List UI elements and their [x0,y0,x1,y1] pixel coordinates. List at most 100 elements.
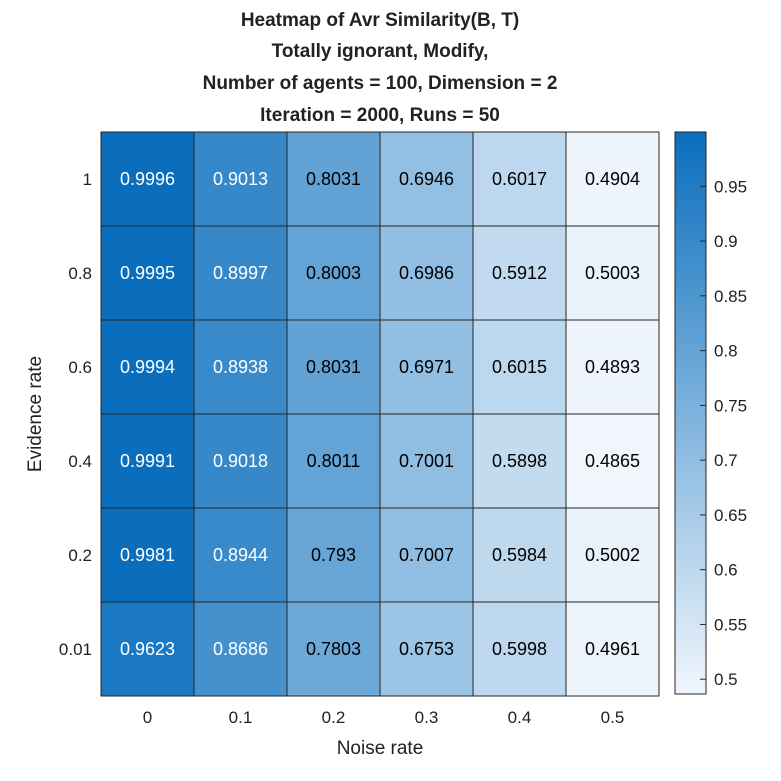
heatmap-cell [565,225,660,321]
heatmap-cell [286,413,381,509]
cell-value-label: 0.7803 [306,639,361,659]
heatmap-cell [379,131,474,227]
y-tick-label: 0.8 [68,264,92,283]
cell-value-label: 0.9996 [120,169,175,189]
heatmap-cell [286,131,381,227]
chart-title: Heatmap of Avr Similarity(B, T) Totally … [203,10,558,126]
colorbar-tick-label: 0.55 [714,615,747,634]
heatmap-cell [565,131,660,227]
x-tick-label: 0 [143,708,152,727]
heatmap-cell [100,601,195,697]
cell-value-label: 0.793 [311,545,356,565]
heatmap-cell [193,319,288,415]
colorbar: 0.5 0.55 0.6 0.65 0.7 0.75 0.8 0.85 0.9 0.95 [674,131,747,695]
cell-value-label: 0.6753 [399,639,454,659]
cell-value-label: 0.8003 [306,263,361,283]
heatmap-cell [100,507,195,603]
heatmap-cell [379,413,474,509]
colorbar-tick-label: 0.5 [714,670,738,689]
colorbar-tick-label: 0.9 [714,232,738,251]
colorbar-tick-label: 0.8 [714,342,738,361]
y-tick-label: 0.4 [68,452,92,471]
x-axis-ticks: 0 0.1 0.2 0.3 0.4 0.5 [143,708,625,727]
heatmap-cell [100,413,195,509]
title-line-3: Number of agents = 100, Dimension = 2 [203,73,558,94]
y-axis-label: Evidence rate [25,356,46,472]
x-tick-label: 0.4 [508,708,532,727]
heatmap-cell [472,131,567,227]
colorbar-tick-label: 0.95 [714,177,747,196]
y-tick-label: 0.6 [68,358,92,377]
heatmap-cell [286,507,381,603]
heatmap-cell [193,131,288,227]
y-axis-ticks: 1 0.8 0.6 0.4 0.2 0.01 [59,170,92,659]
cell-value-label: 0.4893 [585,357,640,377]
cell-value-label: 0.5002 [585,545,640,565]
x-tick-label: 0.2 [322,708,346,727]
x-tick-label: 0.1 [229,708,253,727]
cell-value-label: 0.8686 [213,639,268,659]
cell-value-label: 0.8938 [213,357,268,377]
heatmap-cell [379,225,474,321]
y-tick-label: 0.01 [59,640,92,659]
x-tick-label: 0.5 [601,708,625,727]
cell-value-label: 0.7007 [399,545,454,565]
cell-value-label: 0.5984 [492,545,547,565]
cell-value-label: 0.8031 [306,357,361,377]
heatmap-cell [472,413,567,509]
title-line-2: Totally ignorant, Modify, [272,41,489,62]
heatmap-cell [193,413,288,509]
heatmap-cell [193,225,288,321]
cell-value-label: 0.5912 [492,263,547,283]
cell-value-label: 0.4865 [585,451,640,471]
colorbar-tick-label: 0.7 [714,451,738,470]
cell-value-label: 0.9623 [120,639,175,659]
cell-value-label: 0.8031 [306,169,361,189]
x-tick-label: 0.3 [415,708,439,727]
cell-value-label: 0.5898 [492,451,547,471]
cell-value-label: 0.8011 [307,451,361,471]
cell-value-label: 0.5003 [585,263,640,283]
colorbar-tick-label: 0.65 [714,506,747,525]
title-line-4: Iteration = 2000, Runs = 50 [260,105,500,126]
cell-value-label: 0.6017 [492,169,547,189]
x-axis-label: Noise rate [337,738,424,759]
colorbar-tick-label: 0.85 [714,287,747,306]
cell-value-label: 0.8997 [213,263,268,283]
cell-value-label: 0.9018 [213,451,268,471]
colorbar-ticks: 0.5 0.55 0.6 0.65 0.7 0.75 0.8 0.85 0.9 0.95 [700,177,747,689]
cell-value-label: 0.7001 [399,451,454,471]
heatmap-cells: 0.9996 0.9013 0.8031 0.6946 0.6017 0.4904 0.99… [100,131,660,697]
heatmap-cell [100,131,195,227]
cell-value-label: 0.5998 [492,639,547,659]
cell-value-label: 0.9981 [120,545,175,565]
cell-value-label: 0.6971 [399,357,454,377]
colorbar-tick-label: 0.6 [714,561,738,580]
cell-value-label: 0.9013 [213,169,268,189]
heatmap-cell [472,601,567,697]
heatmap-cell [565,319,660,415]
colorbar-tick-label: 0.75 [714,396,747,415]
heatmap-cell [379,507,474,603]
cell-value-label: 0.9995 [120,263,175,283]
heatmap-cell [472,507,567,603]
cell-value-label: 0.4961 [585,639,640,659]
heatmap-cell [472,319,567,415]
heatmap-cell [100,319,195,415]
cell-value-label: 0.9991 [120,451,175,471]
y-tick-label: 0.2 [68,546,92,565]
cell-value-label: 0.6946 [399,169,454,189]
heatmap-cell [379,319,474,415]
heatmap-cell [565,601,660,697]
cell-value-label: 0.9994 [120,357,175,377]
cell-value-label: 0.8944 [213,545,268,565]
cell-value-label: 0.6015 [492,357,547,377]
heatmap-cell [286,319,381,415]
heatmap-cell [565,507,660,603]
colorbar-gradient [674,131,707,695]
title-line-1: Heatmap of Avr Similarity(B, T) [241,10,519,31]
cell-value-label: 0.6986 [399,263,454,283]
cell-value-label: 0.4904 [585,169,640,189]
heatmap-cell [379,601,474,697]
